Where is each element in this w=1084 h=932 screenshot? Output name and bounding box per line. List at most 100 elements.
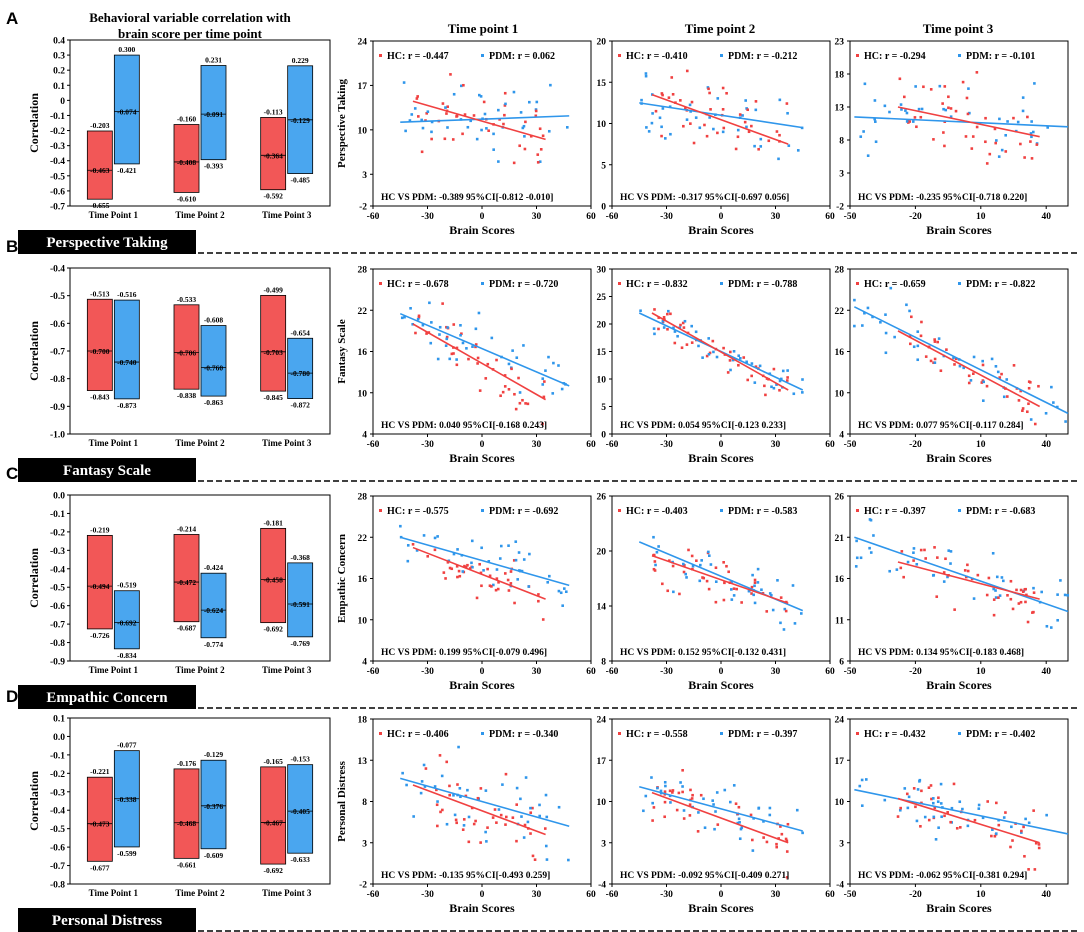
scatter-point: [772, 367, 776, 371]
scatter-point: [796, 149, 800, 152]
scatter-point: [462, 83, 465, 87]
bar-bottom-label: -0.592: [263, 192, 283, 201]
scatter-point: [668, 559, 671, 562]
scatter-point: [443, 137, 447, 141]
scatter-point: [492, 132, 495, 136]
scatter-point: [441, 808, 444, 812]
scatter-point: [534, 114, 538, 118]
scatter-point: [420, 780, 424, 783]
scatter-point: [470, 561, 473, 565]
scatter-plot-frame: [611, 495, 831, 662]
comparison-stat: HC VS PDM: -0.135 95%CI[-0.493 0.259]: [381, 871, 550, 881]
scatter-point: [657, 545, 660, 548]
scatter-point: [783, 607, 787, 611]
x-category-label: Time Point 2: [175, 888, 225, 898]
scatter-point: [745, 125, 748, 129]
y-tick-label: 16: [358, 575, 368, 585]
scatter-point: [723, 581, 726, 585]
scatter-point: [1005, 378, 1009, 381]
scatter-point: [944, 108, 948, 112]
scatter-point: [514, 558, 518, 562]
scatter-point: [992, 598, 996, 601]
legend-marker-hc: [618, 732, 621, 735]
scatter-point: [987, 576, 991, 580]
y-tick-label: 21: [835, 534, 845, 544]
x-tick-label: 60: [586, 667, 596, 677]
scatter-point: [711, 339, 715, 343]
scatter-point: [466, 788, 469, 792]
scatter-point: [461, 132, 464, 136]
scatter-point: [417, 115, 420, 118]
scatter-point: [958, 826, 962, 829]
y-tick-label: 28: [358, 493, 368, 503]
scatter-point: [452, 552, 456, 556]
scatter-point: [1066, 593, 1070, 597]
scatter-point: [534, 109, 538, 113]
scatter-point: [438, 325, 442, 329]
scatter-point: [538, 814, 542, 818]
scatter-point: [697, 811, 700, 814]
scatter-point: [742, 356, 746, 359]
section-label-text: Perspective Taking: [46, 235, 168, 251]
scatter-point: [967, 374, 971, 378]
scatter-point: [869, 551, 873, 554]
scatter-point: [511, 816, 515, 819]
section-label-text: Personal Distress: [52, 913, 162, 929]
scatter-point: [682, 570, 686, 574]
scatter-point: [997, 155, 1001, 158]
scatter-point: [972, 597, 976, 600]
bar-mean-label: -0.458: [263, 575, 283, 584]
scatter-point: [543, 380, 546, 383]
legend-hc: HC: r = -0.659: [864, 279, 926, 290]
bar-mean-label: -0.624: [204, 606, 224, 615]
scatter-point: [793, 622, 797, 625]
scatter-point: [1032, 591, 1036, 594]
scatter-point: [541, 422, 544, 426]
bar-mean-label: -0.740: [117, 358, 137, 367]
bar-bottom-label: -0.687: [177, 624, 197, 633]
scatter-point: [413, 107, 417, 110]
scatter-point: [947, 106, 950, 110]
bar-top-label: 0.231: [205, 56, 222, 65]
scatter-point: [962, 366, 965, 370]
scatter-point: [939, 369, 943, 373]
scatter-point: [942, 580, 946, 583]
scatter-point: [436, 824, 439, 828]
x-tick-label: -50: [844, 212, 857, 222]
scatter-point: [522, 344, 525, 347]
scatter-point: [476, 796, 480, 800]
scatter-point: [868, 546, 871, 550]
scatter-point: [786, 376, 789, 379]
scatter-point: [1019, 600, 1023, 604]
x-axis-title: Brain Scores: [449, 901, 515, 915]
scatter-point: [663, 815, 666, 819]
scatter-point: [668, 105, 672, 109]
scatter-point: [884, 331, 888, 335]
scatter-point: [917, 107, 921, 111]
scatter-point: [996, 370, 1000, 374]
legend-hc: HC: r = -0.678: [387, 279, 449, 290]
x-tick-label: 30: [532, 212, 542, 222]
y-tick-label: -0.5: [50, 172, 65, 182]
scatter-point: [659, 789, 663, 793]
scatter-point: [942, 107, 945, 111]
scatter-point: [1027, 380, 1031, 383]
scatter-point: [721, 108, 725, 111]
scatter-point: [492, 148, 495, 151]
bar-bottom-label: -0.692: [263, 866, 283, 875]
scatter-point: [684, 107, 687, 110]
x-tick-label: 60: [586, 212, 596, 222]
x-axis-title: Brain Scores: [688, 678, 754, 692]
scatter-point: [689, 788, 692, 792]
scatter-point: [515, 839, 518, 843]
scatter-point: [1019, 389, 1023, 393]
scatter-point: [1006, 395, 1009, 398]
scatter-point: [465, 347, 468, 350]
scatter-point: [1002, 579, 1005, 583]
scatter-point: [753, 578, 757, 582]
scatter-point: [912, 559, 915, 562]
scatter-point: [758, 364, 762, 368]
y-axis-title: Correlation: [27, 548, 41, 608]
ci-bar-pdm: [287, 764, 314, 854]
scatter-point: [873, 99, 877, 102]
